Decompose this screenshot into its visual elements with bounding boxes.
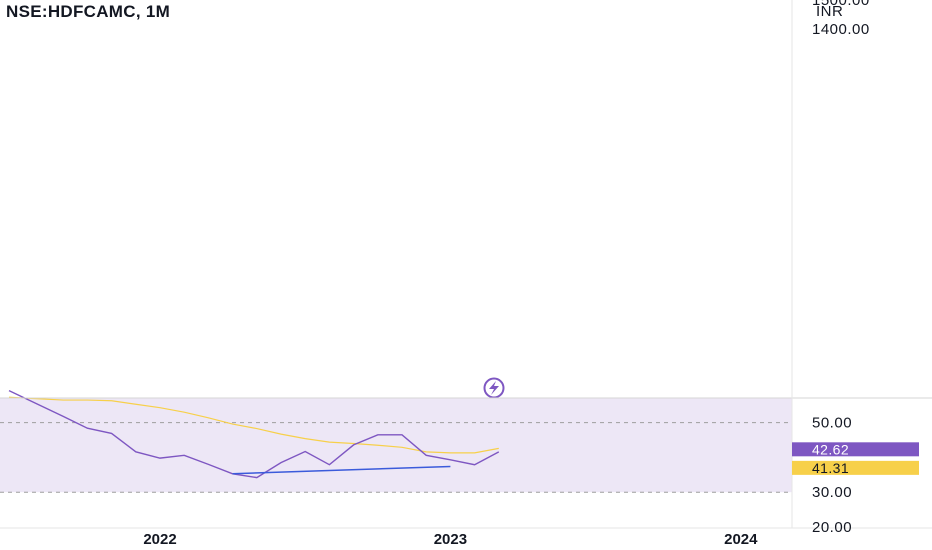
- currency-label: INR: [816, 3, 843, 20]
- rsi-value-tag-bg: [792, 442, 919, 457]
- time-axis-label: 2022: [143, 531, 176, 548]
- rsi-tick-label: 50.00: [812, 415, 852, 432]
- lightning-icon[interactable]: [483, 377, 505, 399]
- rsi-value-tag-label: 42.62: [812, 441, 849, 457]
- price-tick-label: 1400.00: [812, 21, 870, 38]
- rsi-value-tag[interactable]: 42.62: [792, 441, 919, 457]
- rsi-tick-label: 20.00: [812, 519, 852, 536]
- rsi-ma-value-tag-bg: [792, 460, 919, 475]
- rsi-divergence-line[interactable]: [232, 465, 451, 475]
- lightning-icon-bolt: [489, 381, 499, 395]
- time-axis-label: 2023: [434, 531, 467, 548]
- rsi-ma-value-tag[interactable]: 41.31: [792, 460, 919, 476]
- price-pane[interactable]: [0, 0, 792, 399]
- time-axis-label: 2024: [724, 531, 758, 548]
- symbol-label[interactable]: NSE:HDFCAMC, 1M: [6, 2, 171, 21]
- rsi-ma-value-tag-label: 41.31: [812, 460, 849, 476]
- rsi-line: [8, 390, 500, 479]
- price-tick-label: 1500.00: [812, 0, 870, 9]
- rsi-band: [0, 398, 792, 493]
- rsi-pane[interactable]: [0, 390, 792, 528]
- rsi-tick-label: 30.00: [812, 484, 852, 501]
